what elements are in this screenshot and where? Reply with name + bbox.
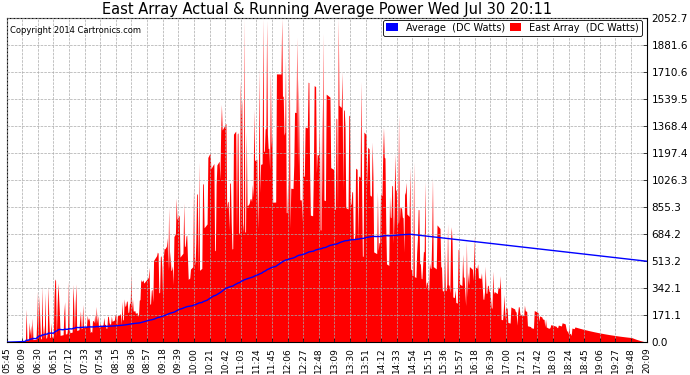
Title: East Array Actual & Running Average Power Wed Jul 30 20:11: East Array Actual & Running Average Powe… bbox=[101, 2, 551, 17]
Text: Copyright 2014 Cartronics.com: Copyright 2014 Cartronics.com bbox=[10, 26, 141, 35]
Legend: Average  (DC Watts), East Array  (DC Watts): Average (DC Watts), East Array (DC Watts… bbox=[383, 20, 642, 36]
